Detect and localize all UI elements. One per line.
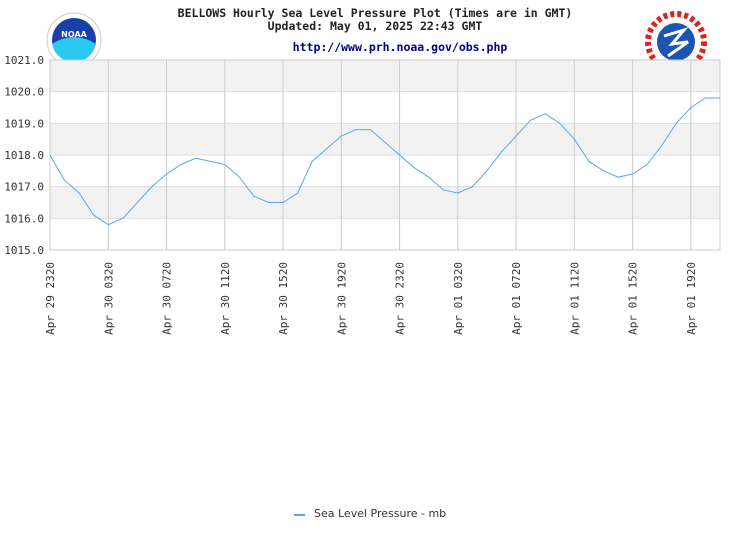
- x-tick-label: Apr 30 0320: [102, 262, 115, 335]
- grid-band: [50, 60, 720, 92]
- chart-subtitle: Updated: May 01, 2025 22:43 GMT: [268, 19, 483, 33]
- y-tick-label: 1020.0: [4, 86, 44, 99]
- x-tick-label: Apr 29 2320: [44, 262, 57, 335]
- y-tick-label: 1021.0: [4, 54, 44, 67]
- grid-band: [50, 186, 720, 219]
- x-tick-label: Apr 30 1120: [219, 262, 232, 335]
- y-tick-label: 1015.0: [4, 244, 44, 257]
- y-tick-label: 1018.0: [4, 149, 44, 162]
- y-tick-label: 1016.0: [4, 212, 44, 225]
- x-tick-label: Apr 01 0720: [510, 262, 523, 335]
- x-tick-label: Apr 30 2320: [394, 262, 407, 335]
- nws-logo: [645, 11, 707, 73]
- x-tick-label: Apr 01 1120: [568, 262, 581, 335]
- x-tick-label: Apr 01 0320: [452, 262, 465, 335]
- y-tick-label: 1017.0: [4, 181, 44, 194]
- grid-band: [50, 123, 720, 155]
- x-tick-label: Apr 01 1520: [627, 262, 640, 335]
- x-tick-label: Apr 30 1920: [335, 262, 348, 335]
- noaa-logo: NOAA: [46, 12, 102, 68]
- source-link[interactable]: http://www.prh.noaa.gov/obs.php: [293, 40, 508, 54]
- y-tick-label: 1019.0: [4, 117, 44, 130]
- x-tick-label: Apr 01 1920: [685, 262, 698, 335]
- data-line: [49, 97, 720, 226]
- x-tick-label: Apr 30 1520: [277, 262, 290, 335]
- x-tick-label: Apr 30 0720: [161, 262, 174, 335]
- chart-title: BELLOWS Hourly Sea Level Pressure Plot (…: [178, 6, 573, 20]
- legend-label: Sea Level Pressure - mb: [314, 507, 446, 520]
- logo-text: NOAA: [61, 30, 87, 39]
